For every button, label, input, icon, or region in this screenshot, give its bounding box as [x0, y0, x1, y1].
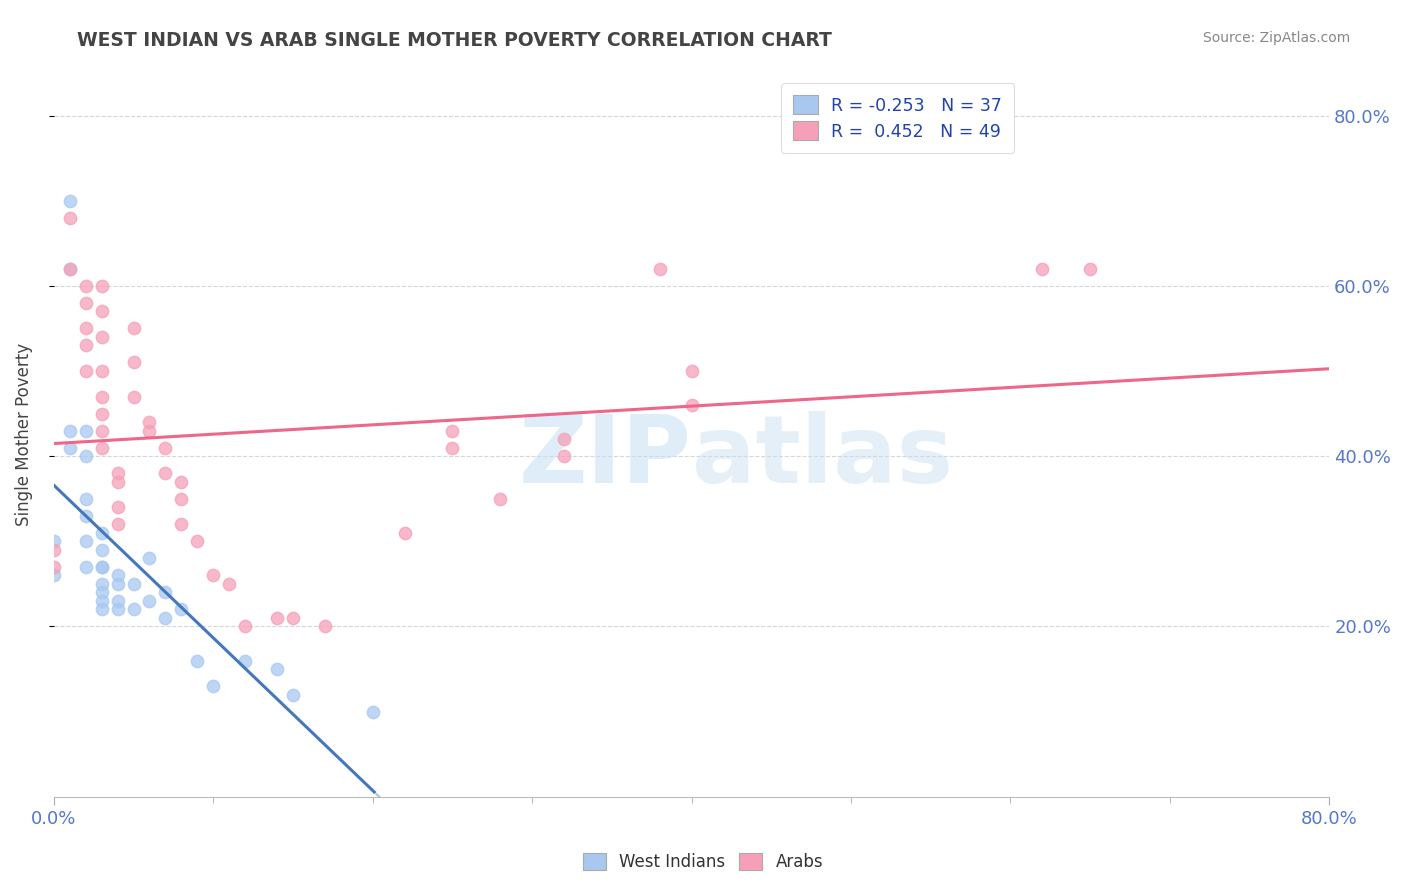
- Point: [59, 261, 82, 276]
- Point: [186, 653, 208, 667]
- Point: [170, 517, 193, 532]
- Point: [75, 278, 97, 293]
- Point: [107, 594, 129, 608]
- Point: [361, 705, 384, 719]
- Point: [90, 594, 112, 608]
- Point: [553, 432, 575, 446]
- Point: [75, 364, 97, 378]
- Point: [75, 508, 97, 523]
- Point: [1078, 261, 1101, 276]
- Point: [281, 688, 304, 702]
- Point: [75, 321, 97, 335]
- Point: [394, 525, 416, 540]
- Point: [59, 194, 82, 208]
- Point: [75, 296, 97, 310]
- Point: [441, 441, 464, 455]
- Point: [75, 559, 97, 574]
- Point: [681, 398, 703, 412]
- Point: [90, 577, 112, 591]
- Point: [138, 415, 160, 429]
- Point: [266, 611, 288, 625]
- Point: [59, 211, 82, 225]
- Point: [441, 424, 464, 438]
- Point: [489, 491, 512, 506]
- Point: [90, 390, 112, 404]
- Point: [138, 551, 160, 566]
- Point: [90, 559, 112, 574]
- Point: [233, 653, 256, 667]
- Point: [90, 602, 112, 616]
- Y-axis label: Single Mother Poverty: Single Mother Poverty: [15, 343, 32, 526]
- Point: [170, 602, 193, 616]
- Point: [75, 449, 97, 463]
- Legend: West Indians, Arabs: West Indians, Arabs: [575, 845, 831, 880]
- Point: [681, 364, 703, 378]
- Point: [122, 602, 145, 616]
- Text: WEST INDIAN VS ARAB SINGLE MOTHER POVERTY CORRELATION CHART: WEST INDIAN VS ARAB SINGLE MOTHER POVERT…: [77, 31, 832, 50]
- Point: [138, 594, 160, 608]
- Point: [59, 424, 82, 438]
- Point: [107, 577, 129, 591]
- Text: atlas: atlas: [692, 410, 952, 502]
- Point: [648, 261, 671, 276]
- Point: [107, 517, 129, 532]
- Point: [553, 449, 575, 463]
- Point: [90, 364, 112, 378]
- Point: [107, 466, 129, 480]
- Point: [170, 475, 193, 489]
- Point: [90, 304, 112, 318]
- Point: [59, 441, 82, 455]
- Point: [122, 355, 145, 369]
- Point: [155, 466, 177, 480]
- Point: [90, 330, 112, 344]
- Point: [138, 424, 160, 438]
- Legend: R = -0.253   N = 37, R =  0.452   N = 49: R = -0.253 N = 37, R = 0.452 N = 49: [782, 83, 1015, 153]
- Point: [90, 585, 112, 599]
- Point: [90, 542, 112, 557]
- Point: [42, 534, 65, 549]
- Point: [266, 662, 288, 676]
- Point: [155, 611, 177, 625]
- Point: [90, 278, 112, 293]
- Text: ZIP: ZIP: [519, 410, 692, 502]
- Point: [155, 441, 177, 455]
- Point: [90, 407, 112, 421]
- Point: [233, 619, 256, 633]
- Point: [186, 534, 208, 549]
- Point: [75, 491, 97, 506]
- Point: [59, 261, 82, 276]
- Point: [281, 611, 304, 625]
- Text: Source: ZipAtlas.com: Source: ZipAtlas.com: [1202, 31, 1350, 45]
- Point: [314, 619, 336, 633]
- Point: [202, 568, 225, 582]
- Point: [90, 559, 112, 574]
- Point: [122, 390, 145, 404]
- Point: [122, 321, 145, 335]
- Point: [170, 491, 193, 506]
- Point: [75, 424, 97, 438]
- Point: [202, 679, 225, 693]
- Point: [42, 568, 65, 582]
- Point: [107, 500, 129, 515]
- Point: [90, 441, 112, 455]
- Point: [42, 542, 65, 557]
- Point: [1031, 261, 1053, 276]
- Point: [90, 525, 112, 540]
- Point: [218, 577, 240, 591]
- Point: [90, 424, 112, 438]
- Point: [122, 577, 145, 591]
- Point: [75, 534, 97, 549]
- Point: [42, 559, 65, 574]
- Point: [107, 602, 129, 616]
- Point: [155, 585, 177, 599]
- Point: [107, 475, 129, 489]
- Point: [107, 568, 129, 582]
- Point: [75, 338, 97, 352]
